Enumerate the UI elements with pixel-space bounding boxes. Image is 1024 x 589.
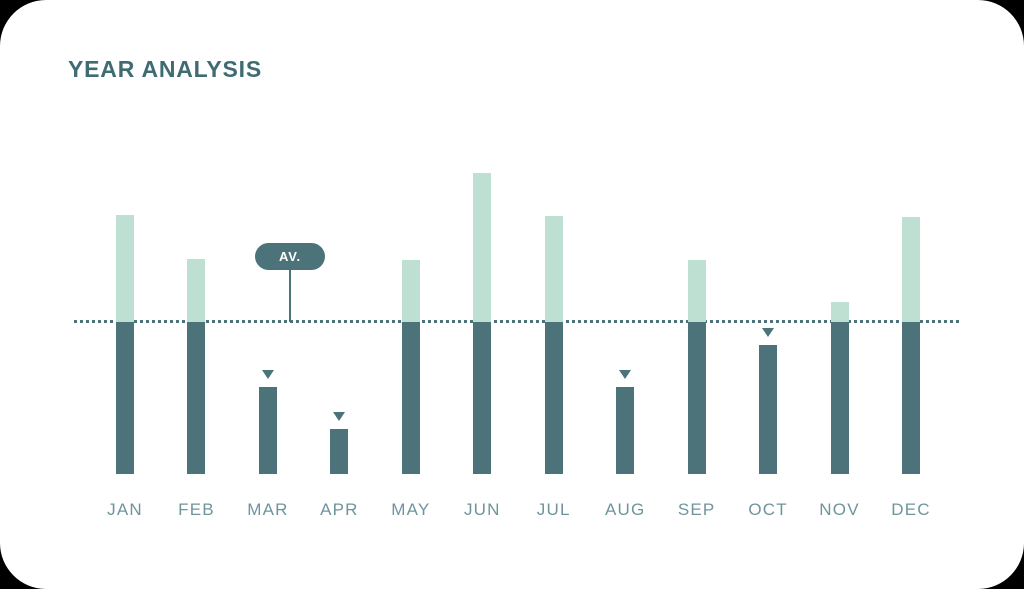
bar-jul bbox=[544, 322, 563, 474]
below-average-marker-apr bbox=[333, 412, 346, 421]
below-average-marker-oct bbox=[762, 328, 775, 337]
bar-sep-above-average bbox=[687, 260, 706, 322]
bar-jul-above-average bbox=[544, 216, 563, 322]
average-pill: AV. bbox=[255, 243, 325, 270]
average-pill-stem bbox=[289, 268, 291, 322]
bar-apr bbox=[330, 429, 349, 474]
month-label-mar: MAR bbox=[247, 500, 289, 519]
month-label-oct: OCT bbox=[748, 500, 788, 519]
month-label-dec: DEC bbox=[891, 500, 931, 519]
month-label-aug: AUG bbox=[604, 500, 646, 519]
below-average-marker-aug bbox=[619, 370, 632, 379]
bar-nov-above-average bbox=[830, 302, 849, 322]
month-label-sep: SEP bbox=[677, 500, 716, 519]
bar-sep bbox=[687, 322, 706, 474]
bar-dec-above-average bbox=[901, 217, 920, 322]
bar-may-above-average bbox=[401, 260, 420, 322]
bar-jan bbox=[116, 322, 134, 474]
month-label-nov: NOV bbox=[819, 500, 860, 519]
month-label-feb: FEB bbox=[178, 500, 215, 519]
bar-feb-above-average bbox=[187, 259, 206, 322]
bar-dec bbox=[901, 322, 920, 474]
average-pill-label: AV. bbox=[279, 249, 301, 264]
bar-oct bbox=[759, 345, 778, 474]
bar-feb bbox=[187, 322, 206, 474]
month-label-jan: JAN bbox=[107, 500, 143, 519]
bar-jun bbox=[473, 322, 492, 474]
bar-nov bbox=[830, 322, 849, 474]
bar-jan-above-average bbox=[116, 215, 134, 322]
month-label-jun: JUN bbox=[463, 500, 501, 519]
month-label-apr: APR bbox=[320, 500, 359, 519]
bar-mar bbox=[258, 387, 277, 474]
bar-may bbox=[401, 322, 420, 474]
bar-jun-above-average bbox=[473, 173, 492, 322]
average-dotted-line bbox=[74, 320, 959, 323]
month-label-may: MAY bbox=[391, 500, 431, 519]
below-average-marker-mar bbox=[261, 370, 274, 379]
month-label-jul: JUL bbox=[536, 500, 571, 519]
page-title: YEAR ANALYSIS bbox=[68, 56, 263, 82]
bar-aug bbox=[616, 387, 635, 474]
